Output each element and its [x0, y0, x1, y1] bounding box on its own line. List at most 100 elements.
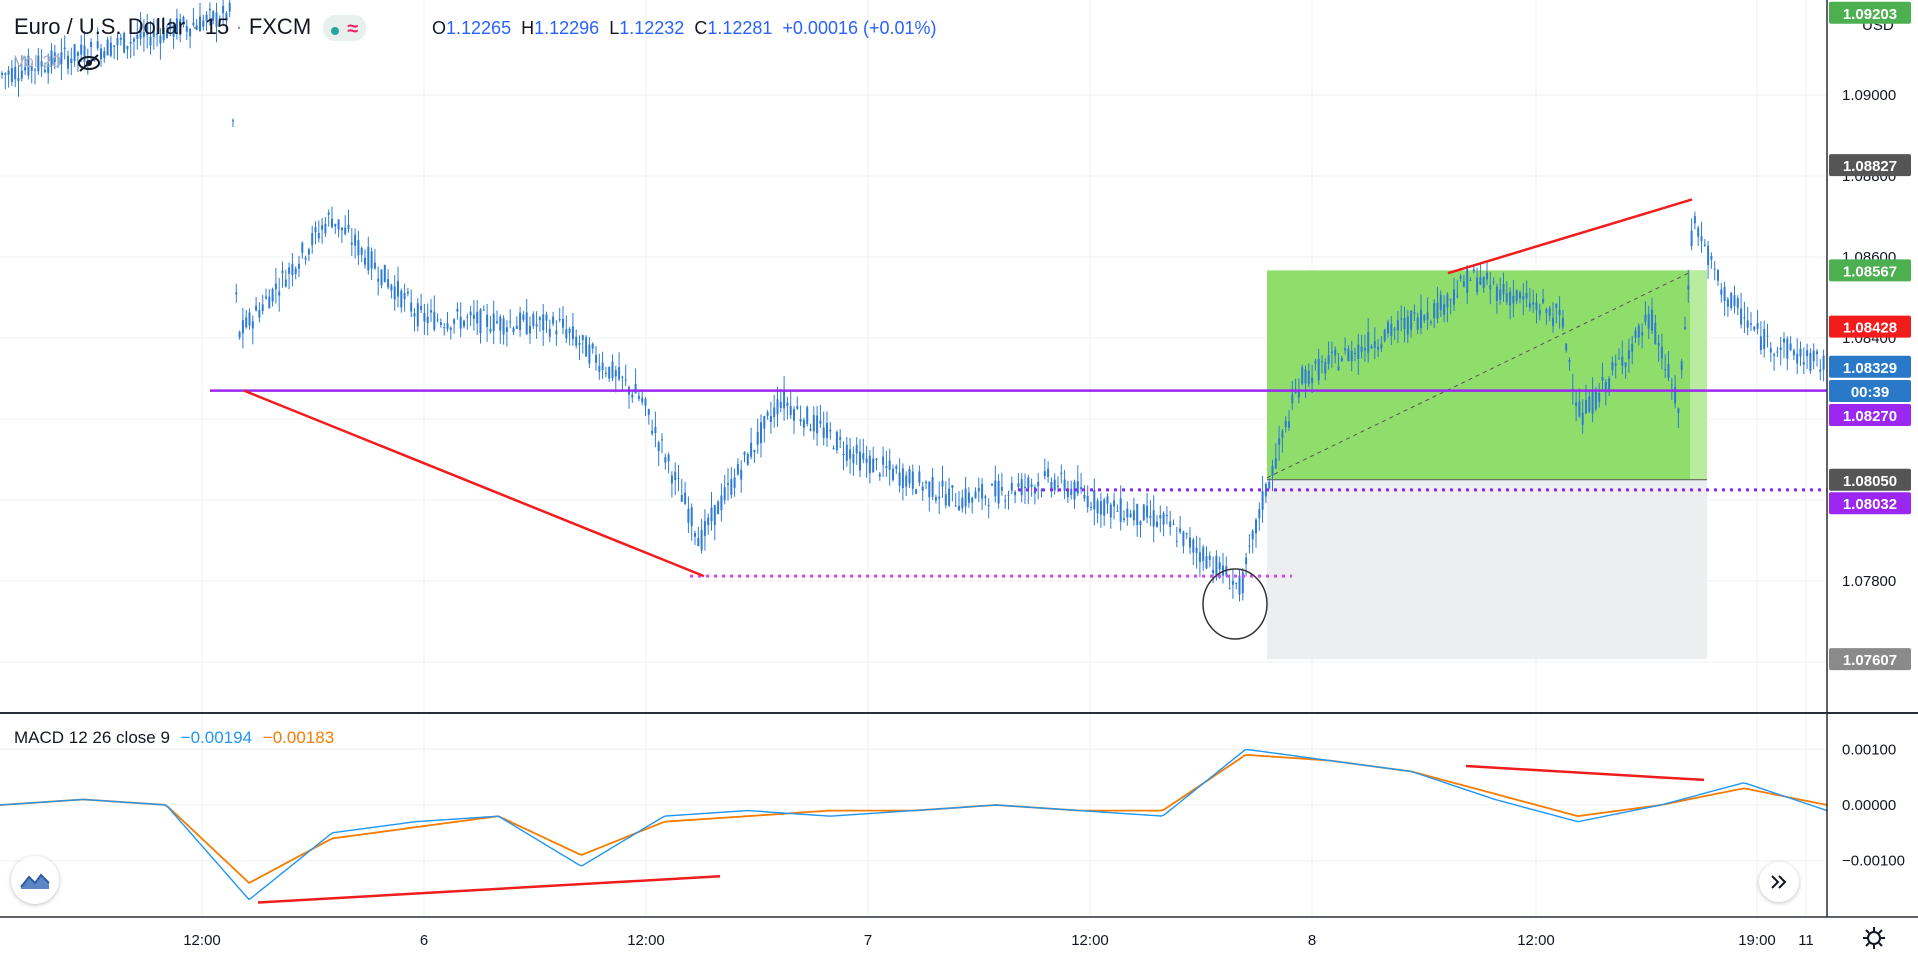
candle-body [350, 242, 353, 245]
candle-body [651, 430, 654, 434]
candle-body [654, 427, 657, 433]
candle-body [1776, 351, 1779, 353]
candle-body [760, 422, 762, 444]
market-status-pill[interactable]: ≈ [323, 15, 367, 42]
candle-body [449, 327, 452, 330]
candle-body [113, 45, 116, 47]
settings-icon[interactable] [1861, 925, 1887, 951]
candle-body [809, 428, 812, 431]
candle-body [1723, 287, 1726, 302]
price-badge-label: 1.08827 [1843, 158, 1897, 175]
candle-body [1103, 499, 1106, 516]
candle-body [175, 18, 178, 34]
candle-body [991, 484, 993, 486]
open-key: O [432, 18, 447, 38]
price-badge [1829, 468, 1911, 491]
candle-body [1099, 501, 1102, 515]
candle-body [1585, 400, 1587, 414]
time-tick-label: 6 [420, 932, 428, 949]
candle-body [1472, 269, 1475, 272]
candle-body [624, 379, 627, 381]
scroll-to-realtime-button[interactable] [1759, 862, 1799, 902]
candle-body [1380, 344, 1383, 349]
price-badge-label: 1.09203 [1843, 6, 1897, 23]
candle-body [1347, 348, 1350, 361]
candle-body [17, 77, 20, 82]
candle-body [182, 16, 185, 25]
price-badge [1829, 403, 1911, 426]
candle-body [426, 316, 429, 324]
candle-body [1235, 582, 1238, 584]
price-divergence-line-low[interactable] [243, 389, 705, 578]
candle-body [1202, 547, 1205, 561]
candle-body [743, 452, 746, 455]
candle-body [502, 318, 505, 335]
candle-body [1274, 458, 1277, 469]
candle-body [1786, 338, 1789, 359]
candle-body [1717, 270, 1719, 281]
macd-divergence-line-low[interactable] [257, 875, 721, 904]
candle-body [265, 296, 267, 299]
candle-body [1627, 350, 1630, 360]
candle-body [981, 484, 984, 499]
candle-body [793, 409, 795, 421]
time-tick-label: 7 [864, 932, 872, 949]
volume-legend[interactable]: Vol 20 [14, 52, 102, 73]
candle-body [802, 420, 805, 428]
candle-body [997, 480, 1000, 504]
candle-body [103, 50, 106, 59]
candle-body [773, 407, 776, 417]
stop-loss-zone [1267, 479, 1707, 660]
position-zones [1266, 270, 1707, 660]
candle-body [1119, 498, 1122, 522]
candle-body [1400, 318, 1403, 320]
candle-body [83, 45, 86, 62]
candle-body [855, 444, 858, 454]
candle-body [1459, 275, 1462, 279]
profit-zone-edge [1690, 270, 1707, 480]
candle-body [1123, 518, 1125, 520]
candle-body [166, 30, 168, 39]
candle-body [839, 437, 842, 440]
price-badge [1829, 492, 1911, 515]
candle-body [1528, 303, 1531, 308]
time-tick-label: 8 [1308, 932, 1316, 949]
price-divergence-line-high[interactable] [1447, 198, 1693, 275]
candle-body [644, 398, 647, 406]
candle-body [674, 471, 677, 481]
macd-divergence-line-high[interactable] [1465, 764, 1705, 782]
candle-body [377, 278, 380, 282]
candle-body [1261, 491, 1264, 510]
candle-body [1132, 510, 1135, 521]
candle-body [443, 327, 446, 329]
candle-body [1733, 295, 1736, 306]
volume-label: Vol 20 [14, 52, 62, 71]
candle-body [255, 305, 258, 311]
candle-body [921, 486, 924, 491]
drawings[interactable] [210, 198, 1827, 640]
candle-body [479, 309, 482, 334]
candle-body [1189, 537, 1191, 548]
candle-body [248, 312, 251, 326]
candle-body [63, 47, 66, 50]
candle-body [604, 372, 607, 374]
macd-legend[interactable]: MACD 12 26 close 9 −0.00194 −0.00183 [14, 728, 334, 748]
candle-body [364, 257, 366, 265]
symbol-legend[interactable]: Euro / U.S. Dollar · 15 · FXCM ≈ [14, 14, 372, 42]
candle-body [1198, 552, 1201, 562]
highlight-circle[interactable] [1202, 568, 1268, 640]
eye-off-icon[interactable] [76, 53, 102, 73]
candle-body [1317, 358, 1320, 381]
candle-body [1258, 509, 1261, 519]
candle-body [647, 409, 650, 415]
candle-body [1215, 555, 1218, 578]
price-badge-label: 1.07607 [1843, 652, 1897, 669]
candle-body [568, 328, 571, 333]
candle-body [1822, 355, 1825, 370]
position-dashed-path [1266, 271, 1691, 479]
tradingview-logo-button[interactable] [11, 856, 59, 904]
candle-body [710, 507, 713, 522]
candle-body [1212, 569, 1215, 574]
